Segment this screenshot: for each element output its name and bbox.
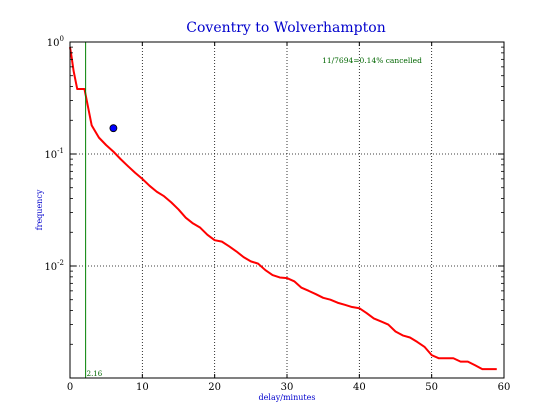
marker-layer: [109, 124, 118, 133]
x-tick-label: 10: [136, 382, 149, 393]
y-tick-label: 100: [47, 35, 64, 49]
vline-layer: 2.16: [85, 42, 103, 378]
x-tick-label: 30: [281, 382, 294, 393]
marker-point: [109, 124, 118, 133]
x-tick-label: 40: [353, 382, 366, 393]
y-tick-label: 10-1: [44, 147, 64, 161]
mean-delay-label: 2.16: [87, 370, 103, 378]
x-tick-label: 20: [208, 382, 221, 393]
ticks: [69, 41, 505, 378]
y-axis-label: frequency: [35, 189, 44, 230]
chart-title: Coventry to Wolverhampton: [186, 20, 385, 36]
series-layer: [69, 46, 497, 371]
annotation-cancelled: 11/7694=0.14% cancelled: [322, 56, 422, 65]
x-axis-label: delay/minutes: [259, 393, 316, 402]
x-tick-label: 50: [425, 382, 438, 393]
y-tick-label: 10-2: [44, 259, 64, 273]
x-tick-label: 60: [498, 382, 511, 393]
grid: [70, 42, 504, 378]
series-line: [69, 46, 497, 371]
x-tick-label: 0: [67, 382, 73, 393]
tick-labels: 0 10 20 30 40 50 60 100 10-1 10-2: [44, 35, 510, 393]
